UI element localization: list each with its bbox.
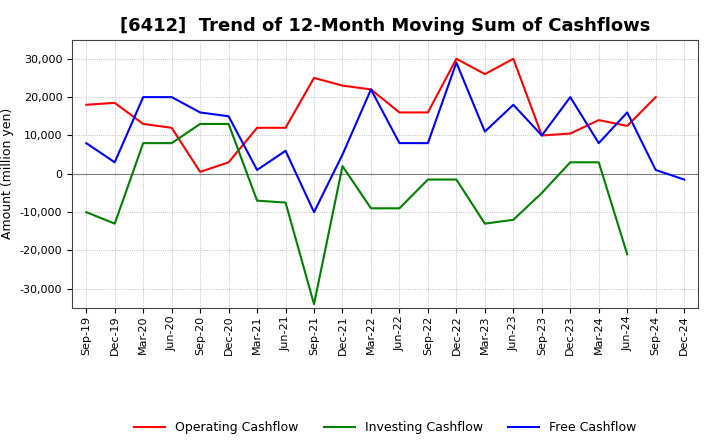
- Free Cashflow: [82, 140, 91, 146]
- Operating Cashflow: [110, 100, 119, 106]
- Operating Cashflow: [623, 123, 631, 128]
- Investing Cashflow: [537, 191, 546, 196]
- Line: Free Cashflow: Free Cashflow: [86, 62, 684, 212]
- Free Cashflow: [423, 140, 432, 146]
- Investing Cashflow: [423, 177, 432, 182]
- Free Cashflow: [652, 167, 660, 172]
- Investing Cashflow: [366, 205, 375, 211]
- Operating Cashflow: [595, 117, 603, 123]
- Operating Cashflow: [537, 133, 546, 138]
- Operating Cashflow: [167, 125, 176, 130]
- Free Cashflow: [110, 160, 119, 165]
- Free Cashflow: [480, 129, 489, 134]
- Investing Cashflow: [82, 209, 91, 215]
- Free Cashflow: [338, 152, 347, 157]
- Investing Cashflow: [139, 140, 148, 146]
- Operating Cashflow: [566, 131, 575, 136]
- Free Cashflow: [680, 177, 688, 182]
- Investing Cashflow: [509, 217, 518, 223]
- Investing Cashflow: [196, 121, 204, 127]
- Free Cashflow: [282, 148, 290, 154]
- Free Cashflow: [566, 95, 575, 100]
- Investing Cashflow: [110, 221, 119, 226]
- Operating Cashflow: [139, 121, 148, 127]
- Legend: Operating Cashflow, Investing Cashflow, Free Cashflow: Operating Cashflow, Investing Cashflow, …: [129, 416, 642, 439]
- Title: [6412]  Trend of 12-Month Moving Sum of Cashflows: [6412] Trend of 12-Month Moving Sum of C…: [120, 17, 650, 35]
- Operating Cashflow: [338, 83, 347, 88]
- Free Cashflow: [310, 209, 318, 215]
- Investing Cashflow: [253, 198, 261, 203]
- Operating Cashflow: [196, 169, 204, 175]
- Free Cashflow: [623, 110, 631, 115]
- Free Cashflow: [395, 140, 404, 146]
- Investing Cashflow: [225, 121, 233, 127]
- Free Cashflow: [537, 133, 546, 138]
- Free Cashflow: [225, 114, 233, 119]
- Operating Cashflow: [366, 87, 375, 92]
- Operating Cashflow: [82, 102, 91, 107]
- Investing Cashflow: [282, 200, 290, 205]
- Free Cashflow: [595, 140, 603, 146]
- Operating Cashflow: [310, 75, 318, 81]
- Investing Cashflow: [595, 160, 603, 165]
- Free Cashflow: [253, 167, 261, 172]
- Free Cashflow: [139, 95, 148, 100]
- Operating Cashflow: [253, 125, 261, 130]
- Free Cashflow: [196, 110, 204, 115]
- Operating Cashflow: [509, 56, 518, 62]
- Free Cashflow: [509, 102, 518, 107]
- Operating Cashflow: [282, 125, 290, 130]
- Investing Cashflow: [623, 252, 631, 257]
- Line: Operating Cashflow: Operating Cashflow: [86, 59, 656, 172]
- Operating Cashflow: [423, 110, 432, 115]
- Operating Cashflow: [395, 110, 404, 115]
- Operating Cashflow: [652, 95, 660, 100]
- Operating Cashflow: [480, 71, 489, 77]
- Operating Cashflow: [225, 160, 233, 165]
- Investing Cashflow: [167, 140, 176, 146]
- Free Cashflow: [366, 87, 375, 92]
- Free Cashflow: [167, 95, 176, 100]
- Line: Investing Cashflow: Investing Cashflow: [86, 124, 627, 304]
- Investing Cashflow: [310, 301, 318, 307]
- Y-axis label: Amount (million yen): Amount (million yen): [1, 108, 14, 239]
- Operating Cashflow: [452, 56, 461, 62]
- Investing Cashflow: [480, 221, 489, 226]
- Investing Cashflow: [566, 160, 575, 165]
- Investing Cashflow: [395, 205, 404, 211]
- Free Cashflow: [452, 60, 461, 65]
- Investing Cashflow: [338, 164, 347, 169]
- Investing Cashflow: [452, 177, 461, 182]
